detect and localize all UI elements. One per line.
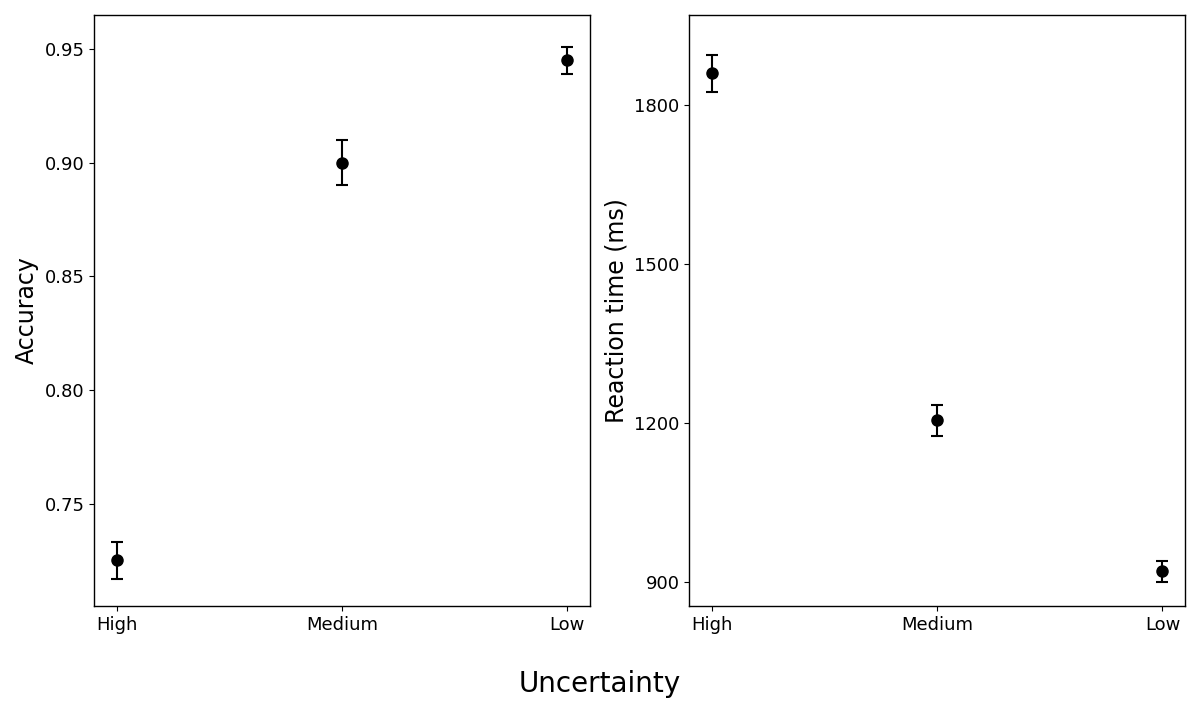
- Text: Uncertainty: Uncertainty: [518, 670, 682, 698]
- Y-axis label: Accuracy: Accuracy: [14, 257, 38, 364]
- Y-axis label: Reaction time (ms): Reaction time (ms): [605, 198, 629, 423]
